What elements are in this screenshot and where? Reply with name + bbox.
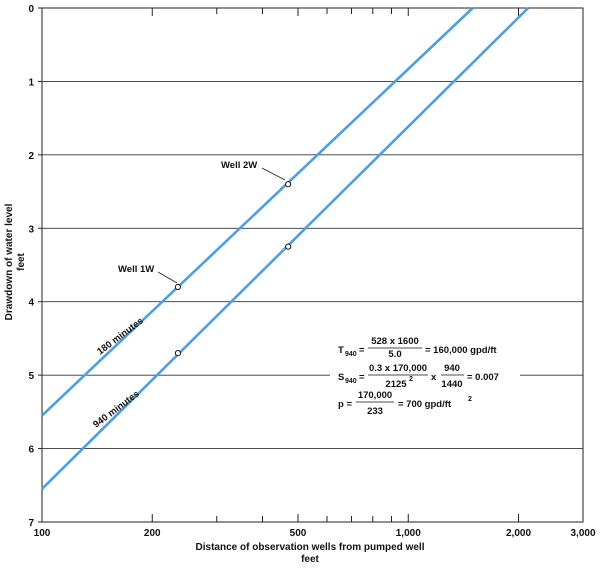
y-tick-label-0: 0 — [28, 4, 34, 15]
svg-text:528 x 1600: 528 x 1600 — [371, 336, 419, 347]
y-tick-label-2: 2 — [28, 151, 34, 162]
svg-text:S: S — [338, 372, 344, 383]
well-2w-leader — [261, 167, 286, 181]
y-tick-label-4: 4 — [28, 298, 34, 309]
svg-text:T: T — [338, 345, 344, 356]
x-tick-label-3000: 3,000 — [570, 528, 595, 539]
svg-text:1440: 1440 — [441, 379, 462, 390]
x-axis-ticks: 100 200 500 1,000 2,000 3,000 — [34, 8, 596, 539]
svg-text:940: 940 — [345, 351, 357, 358]
well-1w-label: Well 1W — [118, 264, 154, 275]
svg-text:2: 2 — [468, 396, 472, 403]
svg-text:=: = — [359, 372, 365, 383]
formula-background — [330, 330, 520, 425]
svg-text:940: 940 — [444, 363, 460, 374]
storage-coefficient-equation: S 940 = 0.3 x 170,000 2125 2 x 940 1440 … — [338, 363, 499, 390]
svg-text:5.0: 5.0 — [388, 349, 401, 360]
svg-text:233: 233 — [367, 406, 383, 417]
svg-text:= 160,000 gpd/ft: = 160,000 gpd/ft — [425, 345, 497, 356]
y-tick-label-3: 3 — [28, 224, 34, 235]
svg-text:= 700 gpd/ft: = 700 gpd/ft — [398, 399, 452, 410]
series-line-0 — [41, 7, 474, 417]
x-tick-label-1000: 1,000 — [396, 528, 421, 539]
y-tick-label-6: 6 — [28, 445, 34, 456]
svg-text:x: x — [431, 372, 437, 383]
x-axis-units: feet — [301, 554, 319, 565]
y-axis-title: Drawdown of water level — [4, 203, 15, 320]
series-line-1 — [41, 7, 530, 490]
svg-text:=: = — [359, 345, 365, 356]
series-lines — [41, 7, 530, 490]
permeability-equation: p = 170,000 233 = 700 gpd/ft 2 — [338, 390, 472, 417]
y-tick-label-1: 1 — [28, 77, 34, 88]
series-label-180: 180 minutes — [95, 316, 145, 358]
y-tick-label-7: 7 — [28, 518, 34, 529]
x-tick-label-100: 100 — [34, 528, 51, 539]
data-point-1-0 — [174, 350, 182, 357]
x-tick-label-500: 500 — [290, 528, 307, 539]
x-axis-title: Distance of observation wells from pumpe… — [196, 542, 425, 553]
y-axis-ticks: 0 1 2 3 4 5 6 7 — [28, 4, 42, 529]
transmissivity-equation: T 940 = 528 x 1600 5.0 = 160,000 gpd/ft — [338, 336, 497, 360]
well-1w-leader — [157, 271, 178, 284]
y-axis-units: feet — [16, 252, 27, 270]
svg-text:0.3 x 170,000: 0.3 x 170,000 — [369, 363, 427, 374]
y-tick-label-5: 5 — [28, 371, 34, 382]
well-2w-label: Well 2W — [221, 160, 257, 171]
data-point-1-1 — [285, 243, 292, 250]
series-label-940: 940 minutes — [91, 389, 141, 431]
x-tick-label-200: 200 — [144, 528, 161, 539]
svg-text:2125: 2125 — [385, 379, 407, 390]
data-point-0-0 — [174, 283, 182, 291]
svg-text:= 0.007: = 0.007 — [467, 372, 499, 383]
data-points — [174, 181, 292, 357]
svg-text:170,000: 170,000 — [358, 390, 392, 401]
x-tick-label-2000: 2,000 — [506, 528, 531, 539]
svg-text:2: 2 — [409, 376, 413, 383]
plot-frame — [41, 7, 584, 523]
formula-block: T 940 = 528 x 1600 5.0 = 160,000 gpd/ft … — [330, 330, 520, 425]
svg-text:940: 940 — [345, 378, 357, 385]
data-point-0-1 — [285, 181, 292, 188]
svg-text:p =: p = — [338, 399, 352, 410]
